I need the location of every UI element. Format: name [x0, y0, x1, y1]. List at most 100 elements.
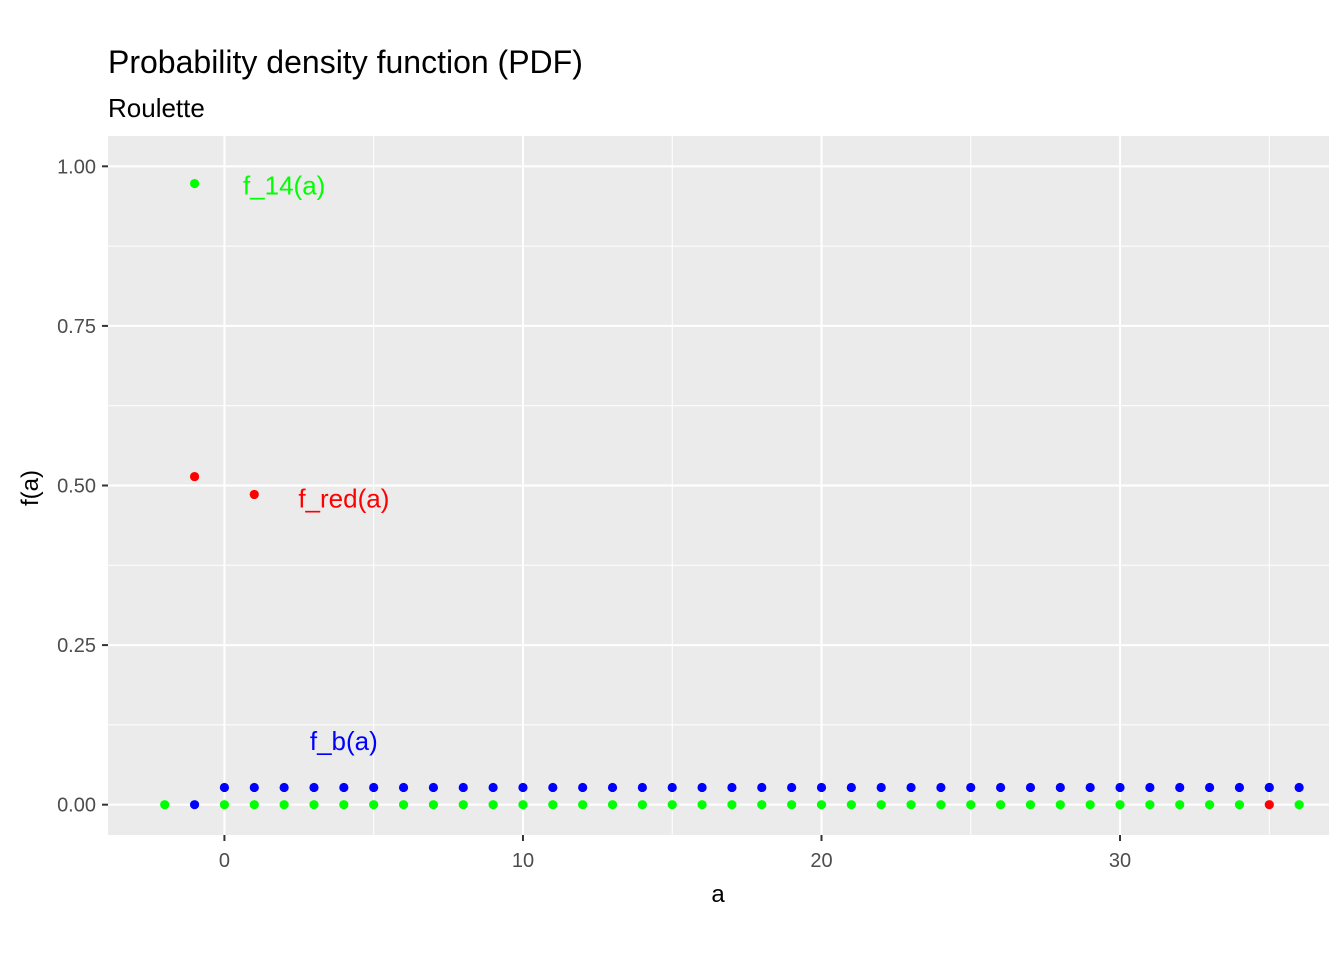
data-point	[1025, 782, 1036, 793]
data-point	[1085, 782, 1095, 793]
data-point	[398, 782, 409, 793]
data-point	[966, 800, 976, 810]
data-point	[1294, 800, 1304, 810]
data-point	[249, 800, 259, 810]
x-axis-title: a	[711, 881, 725, 908]
data-point	[936, 782, 946, 793]
chart-subtitle: Roulette	[108, 93, 205, 123]
data-point	[1204, 800, 1215, 810]
data-point	[309, 782, 319, 793]
data-point	[1115, 782, 1125, 793]
data-point	[1055, 800, 1065, 810]
data-point	[458, 782, 468, 793]
y-tick-label: 0.25	[57, 635, 96, 657]
annotations: f_14(a) f_red(a) f_b(a)	[243, 170, 389, 755]
y-tick-label: 0.75	[57, 316, 96, 338]
data-point	[369, 782, 379, 793]
data-point	[1294, 782, 1304, 793]
x-tick-label: 20	[810, 850, 832, 872]
data-point	[369, 800, 379, 810]
data-point	[906, 800, 916, 810]
axes: 0 10 20 30 0.00 0.25 0.50 0.75 1.00	[57, 156, 1131, 872]
data-point	[458, 800, 468, 810]
data-point	[488, 782, 498, 793]
y-tick-label: 0.50	[57, 476, 96, 498]
data-point	[846, 800, 856, 810]
data-points	[160, 178, 1304, 810]
y-tick-label: 0.00	[57, 795, 96, 817]
data-point	[309, 800, 319, 810]
data-point	[279, 800, 289, 810]
data-point	[548, 800, 558, 810]
data-point	[637, 782, 647, 793]
data-point	[1145, 800, 1155, 810]
annotation-label: f_red(a)	[298, 483, 389, 513]
data-point	[637, 800, 647, 810]
data-point	[1145, 782, 1155, 793]
data-point	[787, 782, 797, 793]
data-point	[846, 782, 856, 793]
data-point	[219, 782, 230, 793]
data-point	[219, 800, 230, 810]
data-point	[339, 800, 349, 810]
y-tick-label: 1.00	[57, 156, 96, 178]
x-tick-label: 0	[219, 850, 230, 872]
data-point	[727, 800, 737, 810]
data-point	[1175, 800, 1185, 810]
data-point	[757, 782, 767, 793]
chart-title: Probability density function (PDF)	[108, 44, 583, 80]
data-point	[1264, 800, 1274, 810]
data-point	[876, 782, 886, 793]
data-point	[249, 782, 259, 793]
data-point	[1025, 800, 1036, 810]
data-point	[189, 800, 200, 810]
y-axis-title: f(a)	[17, 470, 44, 506]
data-point	[1085, 800, 1095, 810]
data-point	[1204, 782, 1215, 793]
data-point	[787, 800, 797, 810]
data-point	[1234, 800, 1245, 810]
data-point	[548, 782, 558, 793]
data-point	[697, 800, 707, 810]
data-point	[697, 782, 707, 793]
data-point	[876, 800, 886, 810]
x-tick-label: 10	[512, 850, 534, 872]
data-point	[189, 471, 200, 482]
x-tick-label: 30	[1109, 850, 1131, 872]
data-point	[667, 782, 677, 793]
data-point	[428, 800, 439, 810]
data-point	[1264, 782, 1274, 793]
data-point	[1175, 782, 1185, 793]
data-point	[578, 800, 588, 810]
data-point	[428, 782, 439, 793]
data-point	[1115, 800, 1125, 810]
data-point	[936, 800, 946, 810]
data-point	[996, 800, 1006, 810]
annotation-label: f_14(a)	[243, 170, 325, 200]
data-point	[996, 782, 1006, 793]
annotation-label: f_b(a)	[310, 726, 378, 756]
data-point	[727, 782, 737, 793]
data-point	[757, 800, 767, 810]
data-point	[607, 800, 618, 810]
data-point	[398, 800, 409, 810]
data-point	[249, 489, 259, 500]
data-point	[816, 800, 827, 810]
data-point	[1234, 782, 1245, 793]
data-point	[607, 782, 618, 793]
data-point	[488, 800, 498, 810]
data-point	[906, 782, 916, 793]
data-point	[160, 800, 170, 810]
data-point	[518, 782, 528, 793]
data-point	[966, 782, 976, 793]
data-point	[578, 782, 588, 793]
major-gridlines	[108, 136, 1329, 835]
data-point	[339, 782, 349, 793]
data-point	[816, 782, 827, 793]
data-point	[189, 178, 200, 189]
data-point	[279, 782, 289, 793]
data-point	[518, 800, 528, 810]
data-point	[1055, 782, 1065, 793]
data-point	[667, 800, 677, 810]
